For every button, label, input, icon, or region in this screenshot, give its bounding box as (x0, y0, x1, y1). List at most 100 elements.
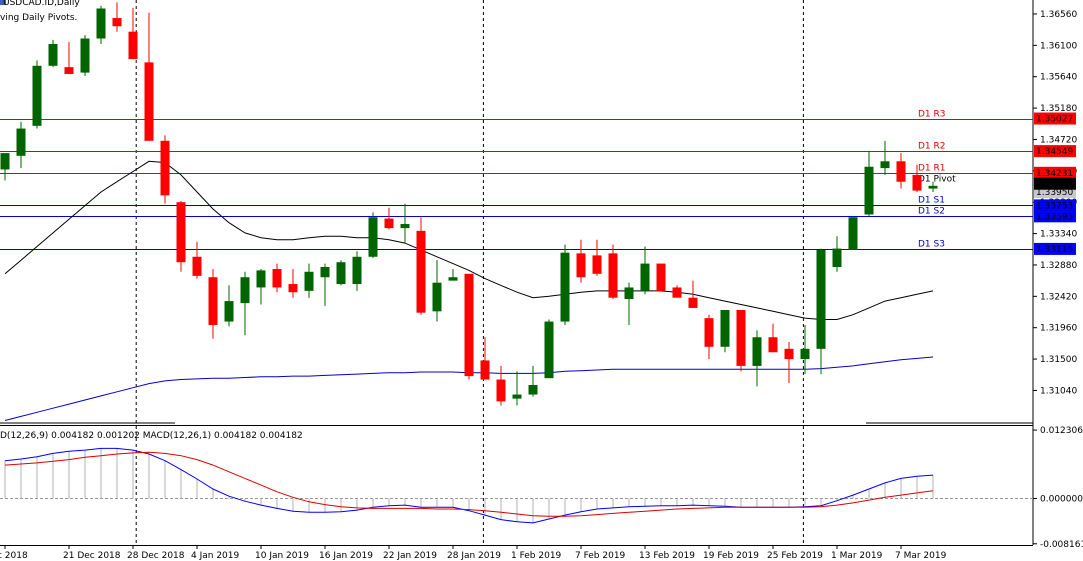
price-tag-6-label: 1.33115 (1036, 245, 1073, 255)
time-tick-label: 4 Jan 2019 (191, 551, 239, 561)
candle-body-bear (192, 256, 202, 276)
candle (80, 35, 90, 77)
price-tick-label: 1.36100 (1040, 41, 1077, 51)
candle (576, 239, 586, 283)
candle-body-bull (32, 65, 42, 126)
candle (800, 324, 810, 375)
bid-price-tag-label: 1.33950 (1036, 188, 1073, 198)
price-tag-2 (1034, 166, 1076, 179)
time-tick-label: 21 Dec 2018 (63, 551, 121, 561)
candle (880, 140, 890, 175)
price-tag-3 (1034, 177, 1076, 190)
symbol-header: USDCAD.ID,Daily ving Daily Pivots. (0, 0, 80, 23)
candle-body-bull (864, 166, 874, 215)
indicator-title: ving Daily Pivots. (0, 13, 77, 23)
candle-body-bull (640, 263, 650, 291)
candle (272, 263, 282, 293)
time-tick-label: c 2018 (0, 551, 28, 561)
time-tick-label: 19 Feb 2019 (703, 551, 759, 561)
candle-body-bear (784, 348, 794, 360)
pivot-label-6: D1 S3 (918, 240, 945, 250)
price-tick-label: 1.34720 (1040, 135, 1077, 145)
price-tick-label: 1.36560 (1040, 10, 1077, 20)
pivot-label-4: D1 S1 (918, 196, 945, 206)
candle-body-bear (176, 202, 186, 263)
candle (832, 236, 842, 272)
candle-body-bear (416, 230, 426, 313)
candle-body-bull (720, 309, 730, 347)
candle (304, 263, 314, 298)
candle-body-bull (0, 153, 10, 170)
candle (0, 153, 10, 181)
price-tag-5-label: 1.33593 (1036, 212, 1073, 222)
candle (480, 337, 490, 380)
time-tick-label: 1 Feb 2019 (511, 551, 562, 561)
candle-body-bull (544, 321, 554, 379)
candle-body-bull (240, 277, 250, 304)
candle (784, 342, 794, 383)
macd-tick-label: -0.008161 (1040, 540, 1083, 550)
candle (688, 280, 698, 308)
candle (144, 12, 154, 141)
candle (560, 244, 570, 325)
price-tag-0-label: 1.35027 (1036, 115, 1073, 125)
time-tick-label: 1 Mar 2019 (831, 551, 883, 561)
main-panel (0, 0, 1033, 425)
candle-body-bear (736, 309, 746, 366)
candle-body-bear (768, 337, 778, 353)
time-tick-label: 28 Dec 2018 (127, 551, 185, 561)
candle (224, 285, 234, 327)
candle (864, 151, 874, 216)
price-tick-label: 1.31960 (1040, 324, 1077, 334)
candle-body-bear (656, 263, 666, 291)
macd-label: D(12,26,9) 0.004182 0.001202 MACD(12,26,… (0, 431, 303, 441)
candle-body-bull (320, 266, 330, 278)
candle (32, 60, 42, 129)
price-tick-label: 1.31040 (1040, 386, 1077, 396)
price-tick-label: 1.33340 (1040, 230, 1077, 240)
candle (928, 181, 938, 192)
candle-body-bull (800, 348, 810, 360)
time-tick-label: 28 Jan 2019 (447, 551, 501, 561)
price-tag-1 (1034, 145, 1076, 158)
candle (64, 41, 74, 74)
time-tick-label: 16 Jan 2019 (319, 551, 373, 561)
price-tick-label: 1.35640 (1040, 73, 1077, 83)
candle-body-bull (96, 8, 106, 39)
candle (128, 7, 138, 59)
candle-body-bear (896, 161, 906, 182)
price-tag-2-label: 1.34231 (1036, 169, 1073, 179)
candle-body-bull (928, 185, 938, 189)
candle (512, 371, 522, 406)
candle (752, 330, 762, 387)
macd-signal-line (4, 451, 934, 517)
candle-body-bull (832, 248, 842, 267)
time-tick-label: 13 Feb 2019 (639, 551, 695, 561)
candle-body-bull (816, 249, 826, 349)
price-tag-0 (1034, 112, 1076, 125)
price-tag-5 (1034, 210, 1076, 223)
price-tick-label: 1.32420 (1040, 292, 1077, 302)
candle (704, 314, 714, 360)
candle-body-bull (432, 282, 442, 312)
candle-body-bear (288, 284, 298, 293)
candle (16, 121, 26, 169)
candle (336, 260, 346, 286)
candle-body-bull (400, 224, 410, 229)
candle (592, 239, 602, 276)
candle (896, 153, 906, 189)
candle (368, 212, 378, 259)
candle (624, 282, 634, 325)
candle-body-bull (624, 287, 634, 300)
ma-short-line (4, 160, 934, 320)
time-tick-label: 25 Feb 2019 (767, 551, 823, 561)
candle-body-bull (352, 256, 362, 285)
candle (736, 309, 746, 372)
candle-body-bear (672, 287, 682, 298)
candle-body-bull (336, 262, 346, 285)
candle-body-bull (224, 301, 234, 322)
candle-body-bear (608, 253, 618, 298)
candle (848, 215, 858, 250)
candle-body-bull (304, 271, 314, 291)
